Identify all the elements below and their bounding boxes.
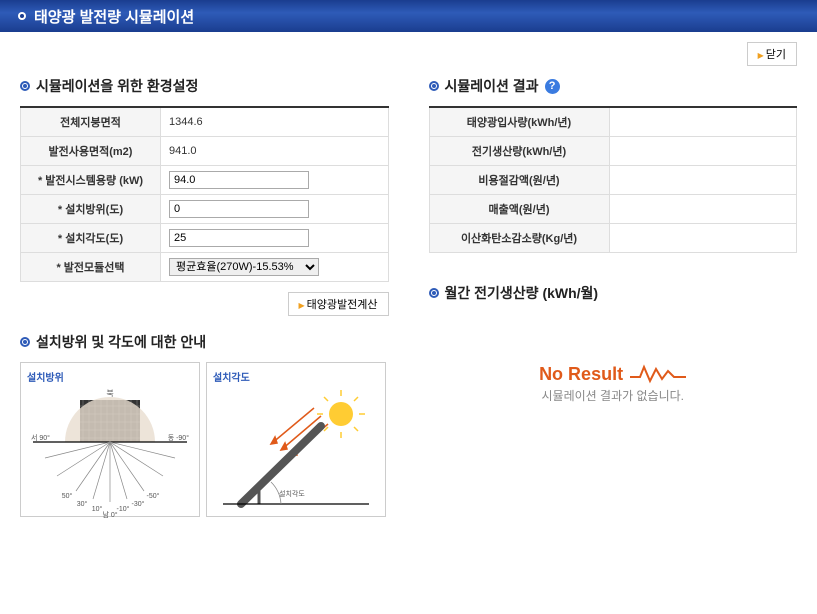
svg-text:-10°: -10°: [117, 505, 130, 513]
env-settings-table: 전체지붕면적 1344.6 발전사용면적(m2) 941.0 * 발전시스템용량…: [20, 106, 389, 282]
top-actions: ▶닫기: [0, 32, 817, 66]
svg-text:30°: 30°: [77, 500, 88, 508]
right-column: 시뮬레이션 결과 ? 태양광입사량(kWh/년) 전기생산량(kWh/년) 비용…: [429, 76, 798, 517]
irradiation-value: [609, 107, 797, 137]
calculate-button[interactable]: ▶태양광발전계산: [288, 292, 389, 316]
header-bullet-icon: [18, 12, 26, 20]
result-title: 시뮬레이션 결과: [445, 76, 539, 96]
close-button-label: 닫기: [766, 49, 786, 61]
generation-label: 전기생산량(kWh/년): [429, 137, 609, 166]
tilt-diagram-label: 설치각도: [213, 369, 379, 384]
calculate-button-label: 태양광발전계산: [307, 299, 378, 311]
system-cap-label: * 발전시스템용량 (kW): [21, 166, 161, 195]
system-cap-input[interactable]: [169, 171, 309, 189]
bullet-icon: [20, 81, 30, 91]
module-label: * 발전모듈선택: [21, 253, 161, 282]
page-header: 태양광 발전량 시뮬레이션: [0, 0, 817, 32]
result-table: 태양광입사량(kWh/년) 전기생산량(kWh/년) 비용절감액(원/년) 매출…: [429, 106, 798, 253]
env-settings-title-row: 시뮬레이션을 위한 환경설정: [20, 76, 389, 96]
page-title: 태양광 발전량 시뮬레이션: [34, 6, 194, 27]
tilt-diagram: 설치각도: [206, 362, 386, 517]
triangle-icon: ▶: [299, 301, 305, 310]
west-label: 서 90°: [31, 433, 50, 442]
help-icon[interactable]: ?: [545, 79, 560, 94]
env-settings-title: 시뮬레이션을 위한 환경설정: [36, 76, 198, 96]
generation-value: [609, 137, 797, 166]
sales-label: 매출액(원/년): [429, 195, 609, 224]
co2-label: 이산화탄소감소량(Kg/년): [429, 224, 609, 253]
bullet-icon: [20, 337, 30, 347]
tilt-angle-label: 설치각도: [279, 489, 305, 498]
sales-value: [609, 195, 797, 224]
azimuth-label: * 설치방위(도): [21, 195, 161, 224]
north-label: 북: [106, 389, 113, 398]
close-button[interactable]: ▶닫기: [747, 42, 797, 66]
monthly-title: 월간 전기생산량 (kWh/월): [445, 283, 599, 303]
svg-text:-30°: -30°: [132, 500, 145, 508]
roof-area-label: 전체지붕면적: [21, 107, 161, 137]
heartbeat-icon: [630, 363, 686, 385]
usable-area-label: 발전사용면적(m2): [21, 137, 161, 166]
guide-title-row: 설치방위 및 각도에 대한 안내: [20, 332, 389, 352]
roof-area-value: 1344.6: [161, 107, 389, 137]
triangle-icon: ▶: [758, 51, 764, 60]
svg-text:10°: 10°: [92, 505, 103, 513]
module-select[interactable]: 평균효율(270W)-15.53%: [169, 258, 319, 276]
svg-text:50°: 50°: [62, 492, 73, 500]
svg-text:-50°: -50°: [147, 492, 160, 500]
left-column: 시뮬레이션을 위한 환경설정 전체지붕면적 1344.6 발전사용면적(m2) …: [20, 76, 389, 517]
result-title-row: 시뮬레이션 결과 ?: [429, 76, 798, 96]
savings-value: [609, 166, 797, 195]
tilt-label: * 설치각도(도): [21, 224, 161, 253]
no-result-title: No Result: [539, 364, 623, 385]
azimuth-diagram-label: 설치방위: [27, 369, 193, 384]
bullet-icon: [429, 81, 439, 91]
azimuth-svg-icon: 북 서 90° 동 -90°: [27, 386, 193, 518]
savings-label: 비용절감액(원/년): [429, 166, 609, 195]
usable-area-value: 941.0: [161, 137, 389, 166]
tilt-svg-icon: 설치각도: [213, 386, 379, 518]
monthly-title-row: 월간 전기생산량 (kWh/월): [429, 283, 798, 303]
tilt-input[interactable]: [169, 229, 309, 247]
no-result-sub: 시뮬레이션 결과가 없습니다.: [429, 387, 798, 404]
south-label: 남 0°: [102, 510, 117, 518]
co2-value: [609, 224, 797, 253]
east-label: 동 -90°: [168, 434, 190, 442]
azimuth-diagram: 설치방위 북 서 90° 동 -90°: [20, 362, 200, 517]
azimuth-input[interactable]: [169, 200, 309, 218]
guide-title: 설치방위 및 각도에 대한 안내: [36, 332, 206, 352]
irradiation-label: 태양광입사량(kWh/년): [429, 107, 609, 137]
bullet-icon: [429, 288, 439, 298]
guide-section: 설치방위 및 각도에 대한 안내 설치방위 북: [20, 332, 389, 517]
no-result-block: No Result 시뮬레이션 결과가 없습니다.: [429, 363, 798, 404]
